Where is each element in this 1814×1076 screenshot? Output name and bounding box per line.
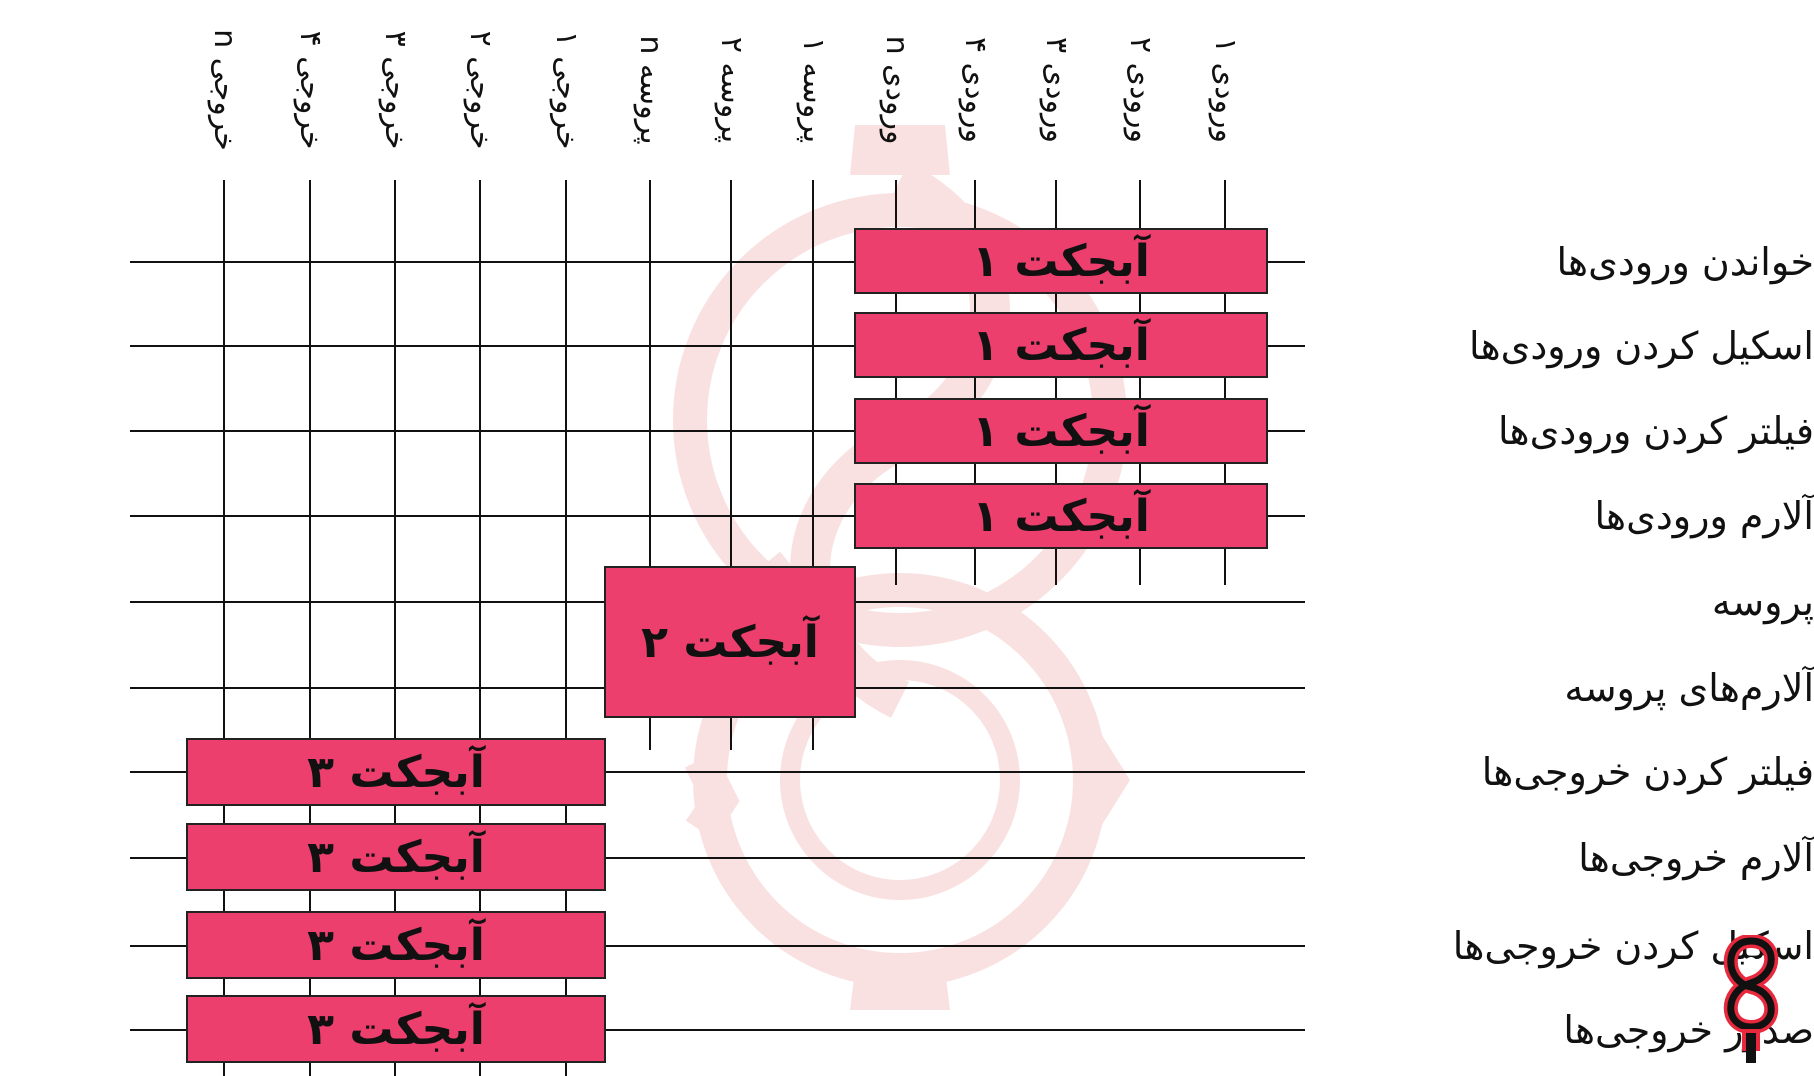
column-header-output-n: خروجی n — [207, 29, 242, 151]
object-1-box: آبجکت ۱ — [854, 398, 1268, 464]
column-header-process-2: پروسه ۲ — [714, 36, 749, 144]
row-label-read-inputs: خواندن ورودی‌ها — [1556, 240, 1814, 284]
row-label-scale-inputs: اسکیل کردن ورودی‌ها — [1468, 324, 1814, 368]
row-label-filter-outputs: فیلتر کردن خروجی‌ها — [1481, 750, 1814, 794]
object-1-box: آبجکت ۱ — [854, 312, 1268, 378]
object-2-box: آبجکت ۲ — [604, 566, 856, 718]
row-label-alarm-inputs: آلارم ورودی‌ها — [1594, 494, 1814, 538]
column-header-input-4: ورودی ۴ — [958, 37, 993, 143]
object-3-box: آبجکت ۳ — [186, 738, 606, 806]
column-header-process-n: پروسه n — [633, 35, 668, 145]
object-1-box: آبجکت ۱ — [854, 483, 1268, 549]
column-header-output-4: خروجی ۴ — [293, 30, 328, 150]
column-header-output-1: خروجی ۱ — [549, 30, 584, 150]
row-label-process-alarms: آلارم‌های پروسه — [1564, 666, 1814, 710]
row-label-alarm-outputs: آلارم خروجی‌ها — [1578, 836, 1814, 880]
object-3-box: آبجکت ۳ — [186, 823, 606, 891]
column-header-process-1: پروسه ۱ — [796, 36, 831, 144]
column-header-input-3: ورودی ۳ — [1039, 37, 1074, 143]
object-3-box: آبجکت ۳ — [186, 911, 606, 979]
row-label-filter-inputs: فیلتر کردن ورودی‌ها — [1497, 409, 1814, 453]
object-1-box: آبجکت ۱ — [854, 228, 1268, 294]
row-label-process: پروسه — [1711, 580, 1814, 624]
column-header-output-2: خروجی ۲ — [463, 30, 498, 150]
column-header-output-3: خروجی ۳ — [378, 30, 413, 150]
column-header-input-1: ورودی ۱ — [1208, 37, 1243, 143]
column-header-input-2: ورودی ۲ — [1123, 37, 1158, 143]
column-header-input-n: ورودی n — [879, 35, 914, 145]
logo-icon — [1723, 935, 1779, 1063]
object-3-box: آبجکت ۳ — [186, 995, 606, 1063]
